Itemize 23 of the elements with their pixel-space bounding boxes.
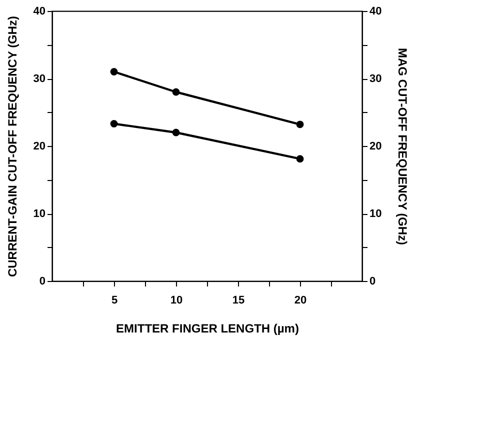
point <box>110 120 118 128</box>
y-tick-label: 20 <box>33 140 46 152</box>
y2-tick-label: 10 <box>370 208 382 220</box>
x-tick-label: 10 <box>170 294 183 306</box>
x-tick-label: 20 <box>294 294 307 306</box>
y2-axis-title: MAG CUT-OFF FREQUENCY (GHz) <box>396 48 410 246</box>
y-axis-title: CURRENT-GAIN CUT-OFF FREQUENCY (GHz) <box>5 16 20 278</box>
y2-tick-label: 40 <box>370 6 382 18</box>
x-axis-title: EMITTER FINGER LENGTH (µm) <box>116 322 299 336</box>
y-tick-label: 0 <box>39 276 46 288</box>
point <box>296 120 304 128</box>
point <box>172 88 180 96</box>
y-tick-label: 40 <box>33 6 46 18</box>
point <box>110 68 118 76</box>
point <box>172 128 180 136</box>
y2-tick-label: 20 <box>370 140 382 152</box>
x-tick-label: 5 <box>111 294 118 306</box>
x-tick-label: 15 <box>232 294 245 306</box>
y2-tick-label: 30 <box>370 73 382 85</box>
y2-tick-label: 0 <box>370 276 376 288</box>
point <box>296 155 304 163</box>
y-tick-label: 30 <box>33 73 46 85</box>
y-tick-label: 10 <box>33 208 46 220</box>
